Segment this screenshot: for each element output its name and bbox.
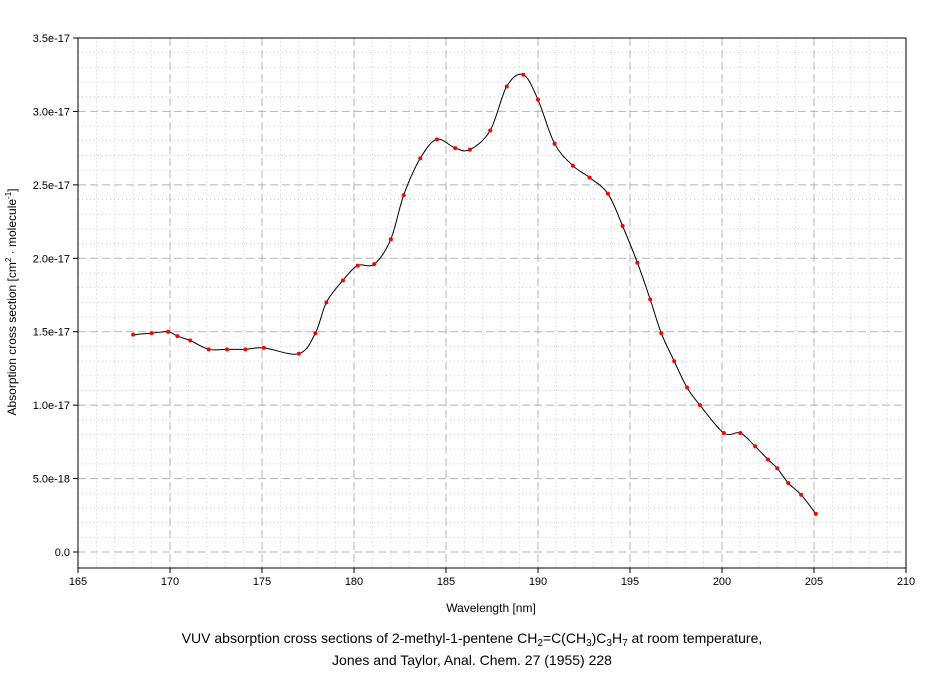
- caption-text: =C(CH: [542, 630, 587, 646]
- x-axis-title: Wavelength [nm]: [446, 601, 536, 615]
- y-axis-title-prefix: Absorption cross section [cm: [5, 262, 19, 415]
- caption-line-1: VUV absorption cross sections of 2-methy…: [0, 630, 944, 649]
- data-point: [243, 347, 248, 352]
- data-point: [620, 223, 625, 228]
- data-point: [786, 480, 791, 485]
- data-point: [488, 128, 493, 133]
- data-point: [175, 334, 180, 339]
- data-point: [149, 331, 154, 336]
- data-point: [672, 359, 677, 364]
- data-point: [536, 97, 540, 102]
- y-tick-label: 0.0: [55, 547, 70, 559]
- data-point: [324, 300, 329, 305]
- data-point: [766, 457, 770, 462]
- x-tick-label: 205: [805, 576, 823, 588]
- y-tick-label: 3.5e-17: [33, 33, 70, 45]
- y-axis-title: Absorption cross section [cm2 · molecule…: [4, 188, 19, 415]
- plot-frame: [77, 37, 907, 569]
- data-point: [635, 260, 640, 265]
- data-point: [605, 191, 610, 196]
- data-point: [434, 137, 439, 142]
- caption-subscript: 3: [586, 638, 592, 649]
- data-point: [685, 385, 690, 390]
- y-axis-title-middle: · molecule: [5, 199, 19, 258]
- data-point: [188, 338, 193, 343]
- data-point: [799, 492, 804, 497]
- x-tick-labels: 165 170 175 180 185 190 195 200 205 210: [69, 576, 915, 588]
- data-point: [552, 141, 557, 146]
- series-line: [133, 73, 817, 515]
- x-tick-label: 195: [621, 576, 639, 588]
- caption-text: at room temperature,: [627, 630, 763, 646]
- major-grid: [78, 38, 906, 568]
- caption-subscript: 3: [606, 638, 612, 649]
- data-point: [401, 193, 406, 198]
- caption-subscript: 2: [537, 638, 543, 649]
- y-tick-label: 3.0e-17: [33, 106, 70, 118]
- data-point: [521, 72, 526, 77]
- y-axis-title-sup2: -1: [4, 191, 13, 199]
- x-tick-label: 210: [897, 576, 915, 588]
- x-tick-label: 190: [529, 576, 547, 588]
- caption-text: )C: [591, 630, 607, 646]
- y-tick-label: 1.5e-17: [33, 327, 70, 339]
- data-point: [587, 175, 592, 180]
- caption-line-2: Jones and Taylor, Anal. Chem. 27 (1955) …: [332, 652, 612, 668]
- caption-text: H: [611, 630, 623, 646]
- data-point: [261, 345, 266, 350]
- data-point: [738, 431, 743, 436]
- x-tick-label: 185: [437, 576, 455, 588]
- data-point: [504, 84, 509, 89]
- data-point: [206, 347, 211, 352]
- x-tick-label: 175: [253, 576, 271, 588]
- data-point: [131, 332, 136, 337]
- data-point: [659, 331, 664, 336]
- x-tick-label: 165: [69, 576, 87, 588]
- caption-text: VUV absorption cross sections of 2-methy…: [181, 630, 538, 646]
- data-point: [372, 262, 377, 267]
- data-point: [467, 147, 472, 152]
- data-point: [418, 156, 423, 161]
- data-point: [225, 347, 230, 352]
- data-point: [166, 329, 171, 334]
- data-point: [721, 431, 726, 436]
- axis-ticks: [73, 37, 907, 573]
- data-point: [453, 146, 458, 151]
- y-tick-labels: 0.0 5.0e-18 1.0e-17 1.5e-17 2.0e-17 2.5e-17 3.…: [33, 33, 70, 559]
- data-point: [648, 297, 653, 302]
- y-tick-label: 2.0e-17: [33, 253, 70, 265]
- data-point: [296, 351, 301, 356]
- data-point: [340, 278, 345, 283]
- x-tick-label: 170: [161, 576, 179, 588]
- data-point: [753, 444, 758, 449]
- data-point: [697, 403, 702, 408]
- data-point: [313, 331, 318, 336]
- data-point: [775, 466, 780, 471]
- x-tick-label: 180: [345, 576, 363, 588]
- y-axis-title-sup1: 2: [4, 257, 13, 262]
- caption-subscript: 7: [622, 638, 628, 649]
- x-tick-label: 200: [713, 576, 731, 588]
- data-point: [570, 163, 575, 168]
- y-tick-label: 1.0e-17: [33, 400, 70, 412]
- data-point: [355, 263, 360, 268]
- data-point: [388, 237, 393, 242]
- y-tick-label: 2.5e-17: [33, 180, 70, 192]
- y-axis-title-suffix: ]: [5, 188, 19, 191]
- data-point: [813, 511, 818, 516]
- y-tick-label: 5.0e-18: [33, 474, 70, 486]
- data-markers: [131, 72, 818, 516]
- minor-grid: [78, 38, 906, 568]
